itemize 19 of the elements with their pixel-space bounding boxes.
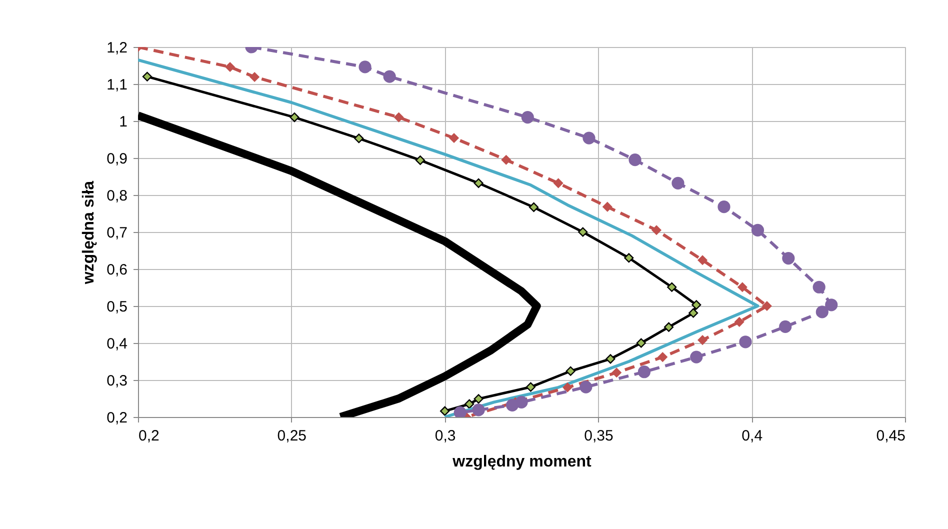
y-tick-label: 0,7 <box>106 224 128 242</box>
x-tick-label: 0,4 <box>742 428 763 444</box>
y-tick-label: 1 <box>119 114 128 130</box>
y-tick-label: 0,8 <box>106 188 128 204</box>
y-tick-label: 0,9 <box>106 150 128 168</box>
y-tick-label: 0,4 <box>106 336 128 352</box>
x-axis-title: względny moment <box>452 454 592 470</box>
x-tick-label: 0,2 <box>138 428 160 444</box>
y-axis-title: względna siła <box>80 180 98 286</box>
x-tick-label: 0,35 <box>584 428 614 444</box>
y-tick-label: 0,5 <box>106 298 128 316</box>
y-tick-label: 0,6 <box>106 262 128 278</box>
y-tick-label: 0,3 <box>106 372 128 390</box>
x-tick-label: 0,3 <box>434 428 456 444</box>
x-tick-label: 0,45 <box>876 428 906 444</box>
y-tick-label: 0,2 <box>106 410 128 426</box>
y-tick-label: 1,1 <box>106 76 128 94</box>
y-tick-label: 1,2 <box>106 40 128 56</box>
x-tick-label: 0,25 <box>277 428 306 444</box>
